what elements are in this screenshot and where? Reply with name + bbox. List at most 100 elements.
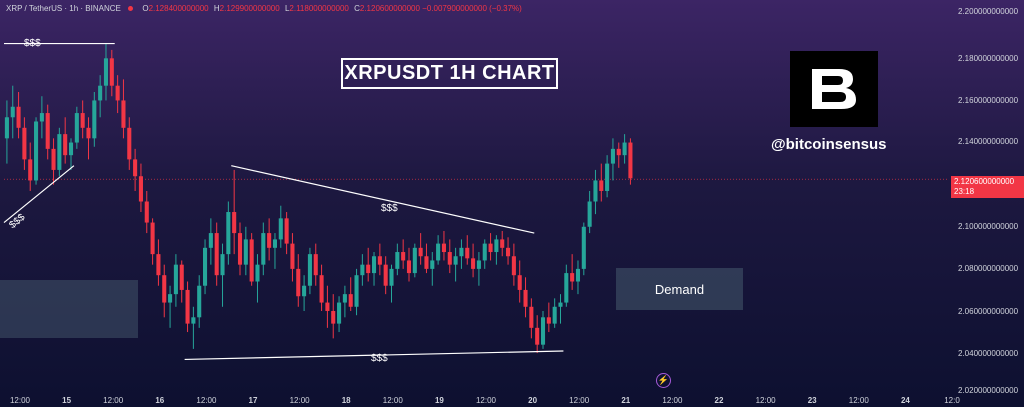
candle-body [581,226,586,269]
candle [342,285,347,318]
candle [34,117,39,185]
lightning-icon[interactable]: ⚡ [656,373,671,388]
candle-body [57,134,62,170]
candle-body [138,176,143,202]
candle [121,79,126,139]
candle [202,239,208,295]
candle [98,75,103,118]
y-tick-label: 2.080000000000 [958,264,1019,273]
liquidity-label-mid: $$$ [381,203,398,214]
candle [325,285,330,328]
candle-body [313,254,318,276]
candle-body [261,233,266,265]
candle [529,298,534,339]
x-tick-label: 12:00 [662,396,683,405]
candle-body [564,273,569,303]
candle [564,264,569,307]
last-price-tag: 2.120600000000 23:18 [951,176,1024,198]
candle-body [593,180,598,202]
candle-body [447,252,452,265]
candle [296,254,301,307]
candle-body [424,256,429,269]
candle-body [453,256,458,265]
candle [599,163,604,202]
candle-body [371,256,377,274]
candle-body [476,260,481,269]
candle [22,117,27,170]
candle [348,277,353,311]
candle-body [517,275,522,290]
candle [255,254,260,303]
candle [494,235,499,265]
candle [552,298,557,328]
candle-body [319,275,324,303]
symbol-name[interactable]: XRP / TetherUS · 1h · BINANCE [6,4,121,13]
candle [412,243,417,278]
candle [57,127,62,177]
candle-body [86,127,91,139]
candle-body [10,106,15,118]
candle-body [127,127,132,160]
x-tick-label: 21 [621,396,631,405]
candle-body [98,85,103,101]
candle-body [622,142,627,156]
candle [138,163,143,213]
close-value: 2.120600000000 [359,4,420,13]
candle-body [558,302,563,307]
candle-body [4,117,9,139]
x-tick-label: 20 [528,396,538,405]
candle-body [337,302,342,324]
candle [226,201,231,265]
candle [28,142,33,191]
candle-body [284,218,289,244]
candle [418,233,423,265]
candle-body [28,159,33,181]
candle-body [16,106,21,128]
candle-body [465,247,470,259]
x-tick-label: 15 [62,396,72,405]
candle-body [482,243,487,261]
x-tick-label: 12:00 [475,396,497,405]
candle-body [599,180,604,191]
candle [540,310,546,349]
y-tick-label: 2.200000000000 [958,7,1019,16]
candle-body [366,264,371,274]
candle [581,222,586,276]
candle [476,252,481,286]
candle [628,138,633,185]
x-tick-label: 12:00 [9,396,31,405]
candle [459,239,464,269]
candle [150,218,155,265]
trend-line[interactable] [3,165,75,224]
x-tick-label: 17 [248,396,258,405]
candle [570,254,575,290]
candle-body [610,148,615,164]
candle [68,138,74,170]
candle-body [220,254,225,276]
y-tick-label: 2.020000000000 [958,386,1019,395]
candle [80,100,85,139]
candle [319,264,324,311]
trend-line[interactable] [184,350,564,361]
candle-body [22,127,27,160]
candle-body [173,264,178,295]
candle [162,264,167,318]
candle [10,85,15,139]
candle-body [133,159,138,177]
x-tick-label: 24 [900,396,910,405]
candle [523,277,528,318]
candle [395,243,400,276]
x-tick-label: 12:00 [103,396,124,405]
candle-body [500,239,505,248]
candle-body [325,302,330,311]
candle [605,155,610,198]
x-tick-label: 19 [434,396,444,405]
trend-line[interactable] [231,165,535,234]
candle [272,233,278,269]
candle [191,306,196,349]
candle [307,247,312,295]
candle [284,212,289,255]
candle-body [208,233,213,248]
candle [63,117,68,164]
